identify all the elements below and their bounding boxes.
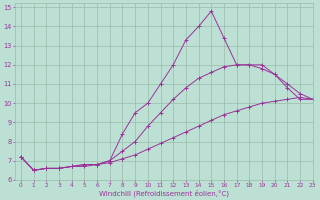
X-axis label: Windchill (Refroidissement éolien,°C): Windchill (Refroidissement éolien,°C) [99,189,229,197]
